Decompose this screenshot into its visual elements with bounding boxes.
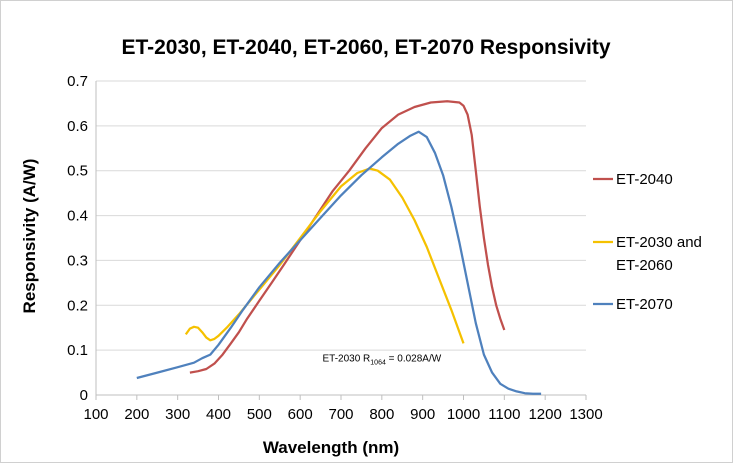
annotation-prefix: ET-2030 R	[322, 353, 370, 364]
y-tick-labels: 0 0.1 0.2 0.3 0.4 0.5 0.6 0.7	[67, 73, 88, 404]
legend-label-2: ET-2070	[616, 296, 673, 313]
chart-title: ET-2030, ET-2040, ET-2060, ET-2070 Respo…	[121, 36, 610, 59]
series-line-1	[184, 167, 465, 344]
x-tick-label: 400	[206, 406, 231, 423]
x-axis-label: Wavelength (nm)	[263, 438, 399, 457]
annotation-r1064: ET-2030 R1064 = 0.028A/W	[322, 353, 441, 366]
y-axis-label: Responsivity (A/W)	[20, 159, 39, 314]
x-tick-label: 100	[83, 406, 108, 423]
series-line-0	[189, 100, 506, 374]
y-tick-label: 0.2	[67, 297, 88, 314]
x-tick-label: 1300	[569, 406, 602, 423]
y-tick-label: 0	[80, 387, 88, 404]
x-tick-label: 800	[369, 406, 394, 423]
data-series	[136, 100, 542, 395]
grid-lines	[96, 80, 586, 351]
x-tick-label: 1000	[447, 406, 480, 423]
x-tick-label: 200	[124, 406, 149, 423]
x-tick-label: 600	[288, 406, 313, 423]
annotation-subscript: 1064	[370, 359, 386, 366]
y-tick-label: 0.7	[67, 73, 88, 90]
axes	[95, 81, 587, 400]
legend: ET-2040 ET-2030 and ET-2060 ET-2070	[593, 171, 702, 313]
x-tick-label: 900	[410, 406, 435, 423]
y-tick-label: 0.3	[67, 252, 88, 269]
y-tick-label: 0.5	[67, 163, 88, 180]
x-tick-label: 500	[247, 406, 272, 423]
x-tick-label: 700	[328, 406, 353, 423]
legend-label-1: ET-2030 and	[616, 234, 702, 251]
legend-label-1: ET-2060	[616, 257, 673, 274]
series-line-2	[136, 130, 542, 395]
x-tick-label: 1100	[488, 406, 520, 423]
y-tick-label: 0.4	[67, 208, 88, 225]
annotation-suffix: = 0.028A/W	[386, 353, 442, 364]
y-tick-label: 0.6	[67, 118, 88, 135]
x-tick-label: 1200	[528, 406, 561, 423]
x-tick-labels: 100 200 300 400 500 600 700 800 900 1000 1100 1200 1…	[83, 406, 602, 423]
x-tick-label: 300	[165, 406, 190, 423]
y-tick-label: 0.1	[67, 342, 88, 359]
legend-label-0: ET-2040	[616, 171, 673, 188]
